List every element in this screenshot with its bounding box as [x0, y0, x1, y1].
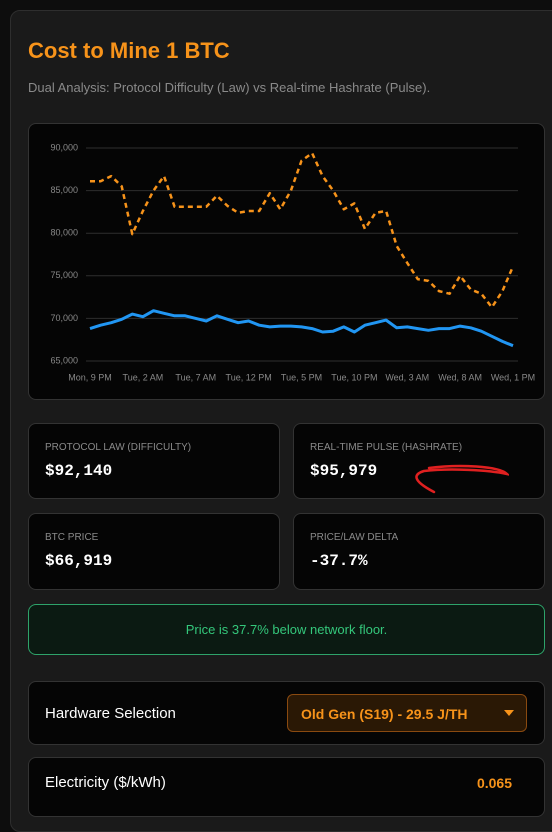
- electricity-row: Electricity ($/kWh) 0.065: [28, 757, 545, 817]
- electricity-label: Electricity ($/kWh): [45, 774, 166, 791]
- select-value: Old Gen (S19) - 29.5 J/TH: [301, 706, 468, 722]
- x-tick-label: Tue, 2 AM: [123, 372, 164, 382]
- page: Cost to Mine 1 BTC Dual Analysis: Protoc…: [10, 10, 552, 832]
- x-tick-label: Tue, 12 PM: [226, 372, 272, 382]
- y-tick-label: 85,000: [50, 185, 78, 195]
- y-tick-label: 65,000: [50, 355, 78, 365]
- x-tick-label: Tue, 10 PM: [331, 372, 377, 382]
- y-tick-label: 80,000: [50, 228, 78, 238]
- card-value: -37.7%: [310, 552, 368, 570]
- line-series: [90, 151, 515, 309]
- chart: 65,000 70,000 75,000 80,000 85,000 90,000 Mon,…: [50, 142, 535, 382]
- card-label: PROTOCOL LAW (DIFFICULTY): [45, 442, 192, 453]
- x-tick-label: Wed, 1 PM: [491, 372, 535, 382]
- card: PROTOCOL LAW (DIFFICULTY) $92,140: [28, 423, 280, 499]
- card-value: $66,919: [45, 552, 113, 570]
- card-label: REAL-TIME PULSE (HASHRATE): [310, 442, 463, 453]
- x-tick-label: Mon, 9 PM: [68, 372, 112, 382]
- card: REAL-TIME PULSE (HASHRATE) $95,979: [293, 423, 545, 499]
- x-tick-label: Wed, 3 AM: [385, 372, 429, 382]
- title: Cost to Mine 1 BTC: [28, 38, 230, 63]
- hardware-select[interactable]: Old Gen (S19) - 29.5 J/TH: [287, 694, 527, 732]
- card-value: $95,979: [310, 462, 378, 480]
- card-label: BTC PRICE: [45, 532, 99, 543]
- hardware-label: Hardware Selection: [45, 705, 176, 722]
- y-tick-label: 70,000: [50, 313, 78, 323]
- card: PRICE/LAW DELTA -37.7%: [293, 513, 545, 590]
- card-value: $92,140: [45, 462, 113, 480]
- y-tick-label: 90,000: [50, 142, 78, 152]
- card-label: PRICE/LAW DELTA: [310, 532, 399, 543]
- dropdown-arrow: [504, 710, 514, 716]
- annotation-scribble: [415, 464, 509, 494]
- hardware-row: Hardware Selection Old Gen (S19) - 29.5 …: [28, 681, 545, 745]
- status-message: Price is 37.7% below network floor.: [28, 604, 545, 655]
- card: BTC PRICE $66,919: [28, 513, 280, 590]
- subtitle: Dual Analysis: Protocol Difficulty (Law)…: [28, 80, 431, 95]
- x-tick-label: Wed, 8 AM: [438, 372, 482, 382]
- electricity-input[interactable]: 0.065: [476, 775, 512, 791]
- chart-box: 65,000 70,000 75,000 80,000 85,000 90,000 Mon,…: [28, 123, 545, 400]
- x-tick-label: Tue, 7 AM: [175, 372, 216, 382]
- y-tick-label: 75,000: [50, 270, 78, 280]
- line-series: [89, 309, 514, 348]
- x-tick-label: Tue, 5 PM: [281, 372, 322, 382]
